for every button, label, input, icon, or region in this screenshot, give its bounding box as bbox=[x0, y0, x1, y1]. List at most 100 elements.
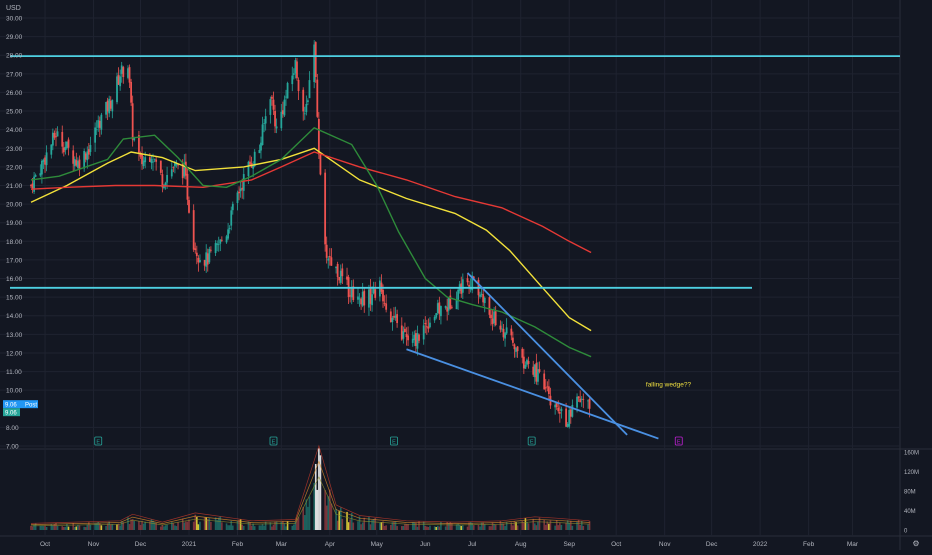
volume-bar bbox=[385, 525, 387, 530]
candle-body bbox=[393, 316, 395, 318]
volume-bar bbox=[404, 523, 406, 530]
volume-bar bbox=[510, 522, 513, 530]
volume-bar bbox=[447, 522, 450, 530]
volume-bar bbox=[543, 519, 545, 530]
candle-body bbox=[396, 314, 399, 324]
candle-body bbox=[302, 89, 305, 112]
candle-body bbox=[568, 410, 571, 427]
candle-body bbox=[148, 157, 151, 162]
volume-bar bbox=[341, 518, 344, 530]
candle-body bbox=[565, 408, 567, 427]
volume-bar bbox=[249, 522, 251, 530]
volume-bar bbox=[141, 520, 143, 530]
volume-bar bbox=[50, 524, 53, 530]
volume-bar bbox=[217, 517, 220, 530]
volume-bar bbox=[446, 521, 448, 530]
moving-average-line bbox=[30, 151, 592, 254]
volume-bar bbox=[400, 526, 403, 530]
candle-body bbox=[175, 163, 178, 166]
price-tick-label: 29.00 bbox=[6, 34, 23, 41]
price-tick-label: 8.00 bbox=[6, 425, 19, 432]
volume-bar bbox=[197, 524, 200, 530]
earnings-marker[interactable] bbox=[527, 436, 536, 446]
price-tick-label: 19.00 bbox=[6, 220, 23, 227]
candle-body bbox=[435, 313, 438, 318]
candle-body bbox=[446, 307, 449, 312]
settings-gear-icon[interactable]: ⚙ bbox=[912, 539, 919, 548]
earnings-marker[interactable] bbox=[269, 436, 278, 446]
candle-body bbox=[280, 111, 283, 129]
volume-average-line bbox=[30, 444, 590, 524]
annotation-text[interactable]: falling wedge?? bbox=[646, 381, 692, 388]
volume-bar bbox=[164, 525, 167, 530]
wedge-trendline[interactable] bbox=[466, 272, 628, 436]
volume-bar bbox=[460, 525, 463, 530]
price-badge-tag: Post bbox=[25, 402, 37, 408]
candle-body bbox=[422, 325, 425, 340]
candle-body bbox=[350, 287, 353, 298]
volume-bar bbox=[31, 526, 34, 530]
candle-body bbox=[457, 289, 460, 302]
time-tick-label: Dec bbox=[706, 541, 718, 548]
volume-bar bbox=[219, 516, 222, 530]
volume-bar bbox=[568, 522, 571, 530]
volume-bar bbox=[405, 523, 408, 530]
moving-average-line bbox=[30, 147, 592, 332]
candle-body bbox=[499, 325, 502, 330]
volume-bar bbox=[41, 525, 43, 530]
candle-body bbox=[544, 387, 547, 389]
volume-bar bbox=[451, 523, 453, 530]
candle-body bbox=[411, 338, 414, 343]
candle-body bbox=[546, 386, 549, 388]
candle-body bbox=[139, 153, 142, 157]
earnings-marker[interactable] bbox=[674, 436, 683, 446]
candle-body bbox=[272, 99, 275, 110]
volume-bar bbox=[499, 520, 502, 530]
earnings-marker[interactable] bbox=[390, 436, 398, 446]
candle-body bbox=[206, 253, 209, 265]
candle-body bbox=[120, 65, 123, 74]
volume-bar bbox=[390, 524, 392, 530]
volume-bar bbox=[95, 523, 98, 530]
volume-bar bbox=[457, 523, 459, 530]
volume-bar bbox=[402, 525, 405, 530]
candle-body bbox=[328, 256, 331, 258]
candle-body bbox=[291, 75, 294, 85]
candle-body bbox=[230, 210, 233, 226]
price-badge bbox=[3, 408, 20, 417]
volume-bar bbox=[263, 525, 265, 530]
candle-body bbox=[177, 164, 179, 166]
candle-body bbox=[504, 333, 506, 339]
volume-bar bbox=[100, 525, 103, 530]
candle-body bbox=[450, 306, 453, 308]
volume-bar bbox=[78, 525, 81, 530]
time-tick-label: Oct bbox=[40, 541, 50, 548]
volume-bar bbox=[67, 526, 70, 530]
time-tick-label: Mar bbox=[276, 541, 288, 548]
candle-body bbox=[174, 162, 176, 167]
candle-body bbox=[374, 289, 377, 298]
price-tick-label: 27.00 bbox=[6, 71, 23, 78]
candle-body bbox=[404, 328, 406, 333]
volume-tick-label: 0 bbox=[904, 529, 908, 535]
volume-bar bbox=[283, 523, 286, 530]
volume-bar bbox=[382, 521, 384, 530]
volume-bar bbox=[181, 518, 184, 530]
candle-body bbox=[307, 100, 309, 102]
candle-body bbox=[407, 335, 409, 341]
candle-body bbox=[258, 149, 261, 154]
volume-bar bbox=[587, 524, 589, 530]
time-tick-label: Jul bbox=[468, 541, 477, 548]
volume-bar bbox=[588, 521, 591, 530]
volume-bar bbox=[308, 496, 311, 530]
candle-body bbox=[360, 298, 363, 305]
volume-bar bbox=[488, 526, 491, 530]
candle-body bbox=[192, 210, 195, 250]
earnings-marker[interactable] bbox=[94, 436, 103, 446]
volume-bar bbox=[282, 521, 284, 530]
volume-bar bbox=[105, 525, 107, 530]
volume-bar bbox=[163, 526, 165, 530]
volume-bar bbox=[313, 482, 315, 530]
